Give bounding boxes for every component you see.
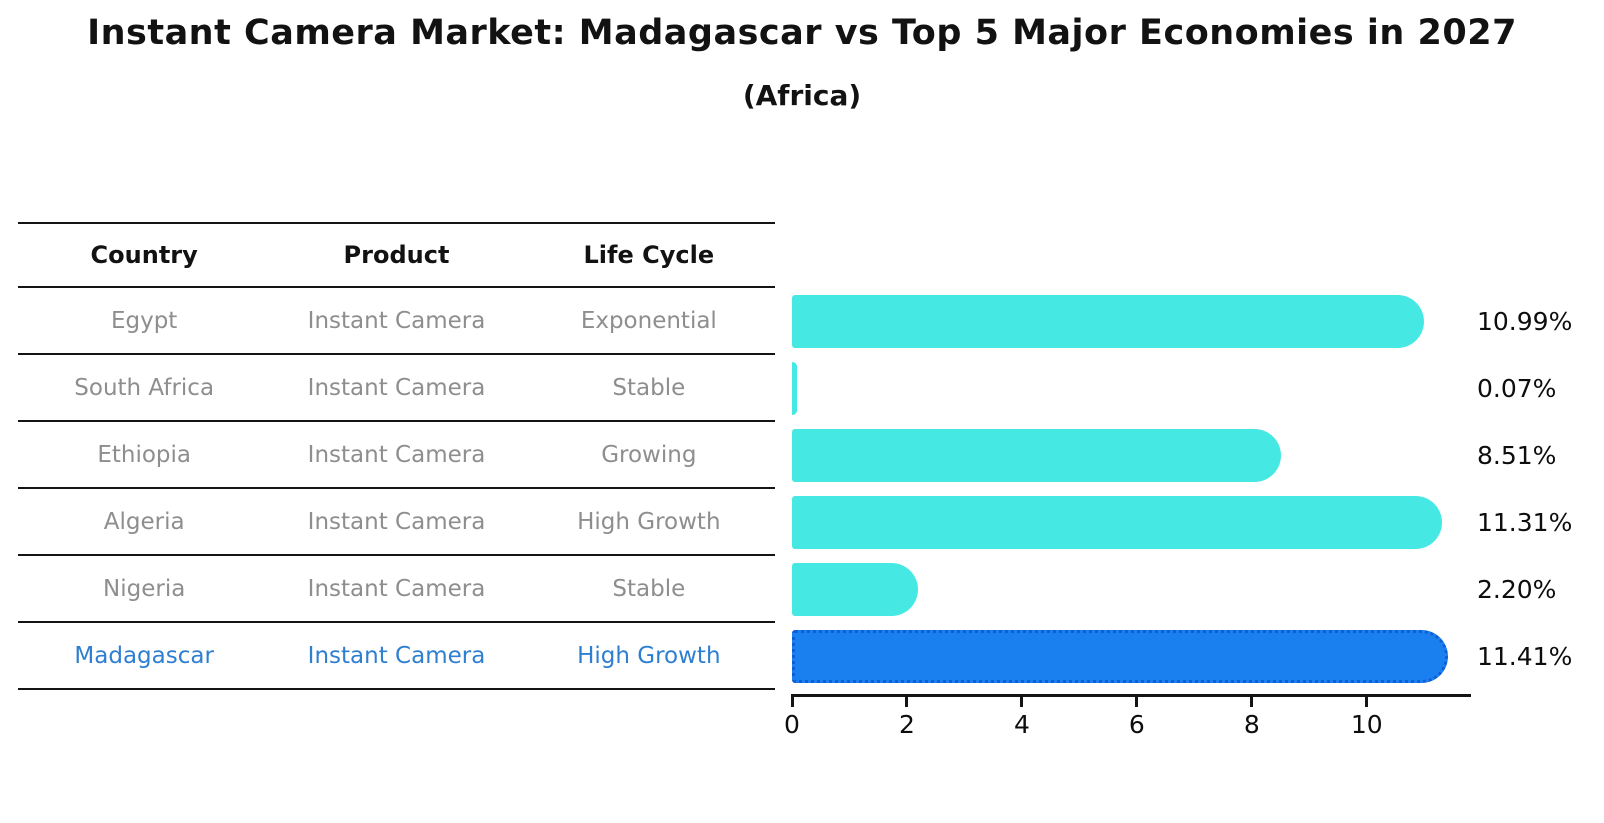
table-row: Egypt Instant Camera Exponential — [18, 288, 775, 355]
bar-south-africa — [792, 362, 797, 415]
table-body: Egypt Instant Camera Exponential South Afri… — [18, 288, 775, 690]
table-cell-life-cycle: High Growth — [577, 508, 721, 535]
x-axis-tick-label: 4 — [1013, 710, 1030, 739]
table-cell-product: Instant Camera — [307, 508, 486, 535]
table-cell-country: Madagascar — [74, 642, 214, 669]
bar-algeria — [792, 496, 1442, 549]
country-table: Country Product Life Cycle Egypt Instant … — [18, 222, 775, 690]
x-axis-tick-label: 8 — [1243, 710, 1260, 739]
table-cell-country: Ethiopia — [97, 441, 191, 468]
x-axis-tick-label: 2 — [899, 710, 915, 739]
table-header-row: Country Product Life Cycle — [18, 222, 775, 288]
value-label: 2.20% — [1477, 575, 1557, 604]
x-axis-tick — [1365, 697, 1369, 707]
table-cell-life-cycle: Growing — [601, 441, 697, 468]
value-label: 10.99% — [1477, 307, 1573, 336]
x-axis-line — [791, 694, 1471, 697]
table-row: South Africa Instant Camera Stable — [18, 355, 775, 422]
table-cell-product: Instant Camera — [307, 575, 486, 602]
x-axis-tick-label: 6 — [1128, 710, 1145, 739]
table-cell-life-cycle: Stable — [612, 575, 686, 602]
column-header-product: Product — [343, 241, 450, 269]
chart-title: Instant Camera Market: Madagascar vs Top… — [87, 13, 1517, 53]
table-cell-country: Egypt — [110, 307, 178, 334]
value-label: 11.41% — [1477, 642, 1573, 671]
column-header-country: Country — [90, 241, 198, 269]
table-cell-product: Instant Camera — [307, 642, 486, 669]
table-cell-life-cycle: High Growth — [577, 642, 721, 669]
x-axis-tick — [905, 697, 909, 707]
x-axis-tick — [790, 697, 794, 707]
x-axis-tick — [1250, 697, 1254, 707]
column-header-life-cycle: Life Cycle — [583, 241, 715, 269]
bar-nigeria — [792, 563, 918, 616]
value-label: 0.07% — [1477, 374, 1557, 403]
x-axis-tick-label: 0 — [784, 710, 800, 739]
table-row: Nigeria Instant Camera Stable — [18, 556, 775, 623]
table-row: Ethiopia Instant Camera Growing — [18, 422, 775, 489]
table-row: Madagascar Instant Camera High Growth — [18, 623, 775, 690]
table-row: Algeria Instant Camera High Growth — [18, 489, 775, 556]
table-cell-product: Instant Camera — [307, 374, 486, 401]
x-axis-tick — [1020, 697, 1024, 707]
bar-egypt — [792, 295, 1424, 348]
x-axis-tick — [1135, 697, 1139, 707]
table-cell-product: Instant Camera — [307, 307, 486, 334]
table-cell-life-cycle: Stable — [612, 374, 686, 401]
bar-ethiopia — [792, 429, 1281, 482]
chart-subtitle: (Africa) — [742, 79, 862, 112]
value-label: 11.31% — [1477, 508, 1573, 537]
table-cell-life-cycle: Exponential — [580, 307, 717, 334]
bar-highlight-madagascar — [792, 630, 1448, 683]
value-label: 8.51% — [1477, 441, 1557, 470]
table-cell-country: Nigeria — [103, 575, 186, 602]
table-cell-country: South Africa — [74, 374, 215, 401]
x-axis-tick-label: 10 — [1350, 710, 1383, 739]
table-cell-product: Instant Camera — [307, 441, 486, 468]
table-cell-country: Algeria — [103, 508, 185, 535]
